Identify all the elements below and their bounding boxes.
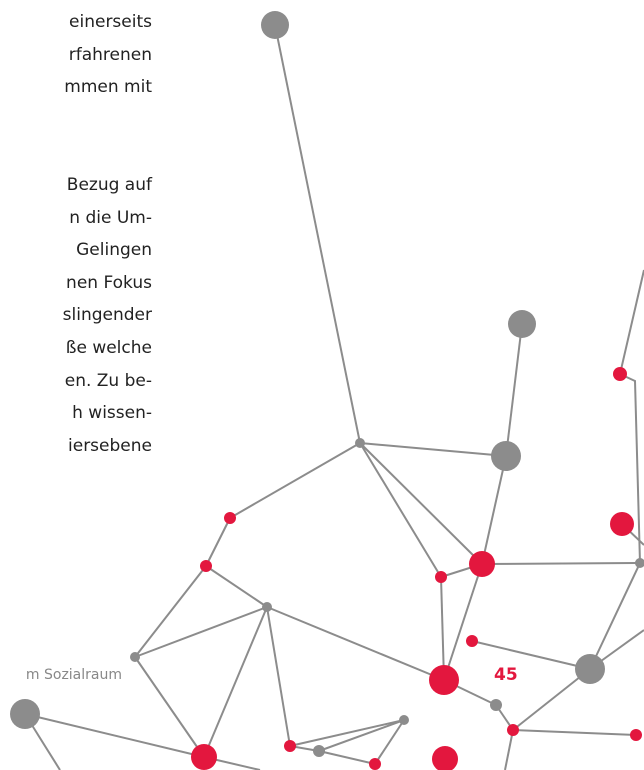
text-line: nen Fokus [66,272,152,293]
text-line: Gelingen [76,240,152,261]
text-line: rfahrenen [68,44,152,65]
text-line: en. Zu be- [64,370,152,391]
page-number: 45 [494,665,518,685]
text-line: einerseits [69,12,152,32]
text-line: slingender [62,305,152,326]
text-line: iersebene [68,435,152,456]
running-title: m Sozialraum [25,667,122,683]
text-line: h wissen- [72,403,152,424]
text-line: Bezug auf [66,175,152,195]
text-line: mmen mit [64,77,152,98]
text-line: n die Um- [69,207,152,228]
text-line: ße welche [65,338,152,358]
